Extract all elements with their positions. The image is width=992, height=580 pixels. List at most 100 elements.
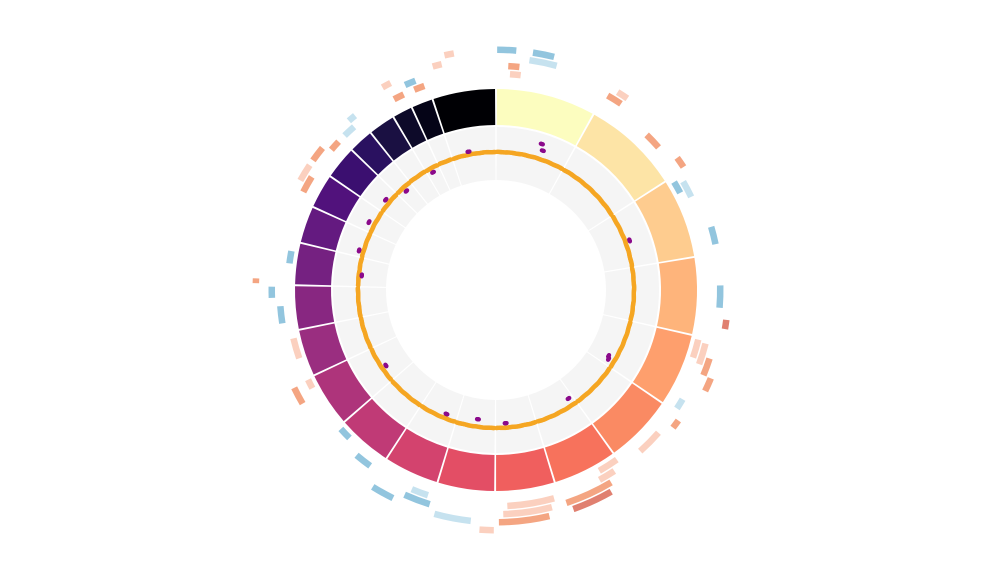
scatter-outlier-point bbox=[541, 148, 546, 154]
tile-chr6 bbox=[670, 418, 681, 430]
tile-chr1 bbox=[497, 46, 517, 54]
tile-chr8 bbox=[503, 504, 553, 518]
tile-chr15 bbox=[252, 278, 260, 284]
ideogram-segment-chr13 bbox=[299, 323, 347, 375]
tile-chr22 bbox=[403, 77, 417, 88]
tile-chr4 bbox=[716, 285, 724, 308]
tile-chr10 bbox=[403, 491, 431, 508]
tile-chr7 bbox=[597, 468, 617, 483]
tile-chr5 bbox=[700, 357, 713, 377]
tile-chr5 bbox=[696, 342, 709, 366]
ideogram-segment-chr8 bbox=[496, 448, 554, 491]
scatter-outlier-point bbox=[357, 247, 362, 252]
tile-chr19 bbox=[346, 113, 358, 124]
tile-chr12 bbox=[291, 386, 306, 406]
ideogram-segment-chrX bbox=[433, 89, 496, 134]
track-sector-chr1 bbox=[496, 127, 575, 194]
ideogram-segment-chr15 bbox=[295, 243, 336, 286]
tile-chr2 bbox=[615, 89, 630, 102]
scatter-outlier-point bbox=[443, 411, 448, 416]
tile-chrX bbox=[443, 50, 455, 59]
tile-chr7 bbox=[572, 488, 613, 513]
tile-chr1 bbox=[528, 56, 558, 69]
ideogram-segment-chr16 bbox=[300, 207, 346, 251]
ideogram-segment-chr22 bbox=[412, 99, 444, 140]
tile-chr1 bbox=[509, 70, 522, 79]
ideogram-ring bbox=[295, 89, 697, 491]
scatter-outlier-point bbox=[467, 149, 472, 154]
ideogram-segment-chr18 bbox=[330, 150, 378, 197]
tile-chr9 bbox=[479, 526, 494, 534]
scatter-outlier-point bbox=[474, 417, 480, 422]
tile-chr13 bbox=[290, 337, 303, 360]
tile-chr7 bbox=[565, 479, 613, 506]
tile-chr11 bbox=[338, 426, 352, 441]
ideogram-segment-chr17 bbox=[313, 177, 360, 222]
tile-chr17 bbox=[300, 175, 315, 194]
ideogram-segment-chr10 bbox=[387, 428, 448, 483]
tile-chr22 bbox=[413, 82, 426, 93]
ideogram-segment-chr14 bbox=[295, 286, 335, 329]
tile-chr21 bbox=[380, 80, 393, 91]
ideogram-segment-chr4 bbox=[656, 257, 697, 335]
scatter-outlier-point bbox=[384, 196, 389, 202]
scatter-outlier-point bbox=[540, 142, 545, 147]
tile-chr2 bbox=[606, 92, 623, 107]
scatter-outlier-point bbox=[367, 219, 372, 224]
tile-chr21 bbox=[392, 91, 406, 103]
scatter-track-background bbox=[333, 127, 659, 453]
tile-chr7 bbox=[597, 456, 619, 474]
tile-chr15 bbox=[286, 250, 295, 264]
tile-chr3 bbox=[708, 225, 719, 245]
tile-chr14 bbox=[268, 286, 276, 298]
tile-chr5 bbox=[689, 338, 702, 359]
tile-chr11 bbox=[354, 452, 373, 469]
tile-chr19 bbox=[342, 124, 357, 138]
tile-track bbox=[252, 46, 730, 534]
scatter-point bbox=[493, 151, 497, 155]
tile-chr17 bbox=[297, 163, 313, 182]
tile-chr8 bbox=[507, 495, 555, 510]
scatter-outlier-point bbox=[405, 188, 410, 193]
scatter-outlier-point bbox=[627, 239, 633, 244]
tile-chr3 bbox=[671, 180, 684, 195]
ideogram-segment-chr20 bbox=[371, 117, 412, 161]
tile-chr4 bbox=[721, 319, 730, 330]
scatter-outlier-point bbox=[359, 272, 364, 277]
tile-chrX bbox=[431, 61, 443, 70]
ideogram-segment-chr6 bbox=[592, 383, 662, 453]
tile-chr14 bbox=[277, 305, 286, 324]
tile-chr9 bbox=[433, 510, 472, 525]
ideogram-segment-chr9 bbox=[438, 448, 495, 491]
ideogram-segment-chr19 bbox=[352, 133, 393, 175]
scatter-outlier-point bbox=[383, 362, 388, 367]
ideogram-segment-chr2 bbox=[576, 114, 665, 201]
tile-chr10 bbox=[410, 486, 429, 499]
scatter-outlier-point bbox=[605, 357, 611, 362]
scatter-outlier-point bbox=[431, 169, 437, 174]
tile-chr1 bbox=[532, 49, 555, 61]
tile-chr10 bbox=[371, 484, 395, 502]
ideogram-segment-chr1 bbox=[496, 89, 593, 146]
tile-chr2 bbox=[644, 132, 661, 150]
ideogram-segment-chr11 bbox=[344, 398, 406, 459]
tile-chr5 bbox=[702, 377, 714, 393]
scatter-outlier-point bbox=[502, 421, 507, 426]
track-sector-chr4 bbox=[603, 263, 659, 326]
tile-chr6 bbox=[638, 430, 661, 454]
tile-chr18 bbox=[310, 145, 325, 163]
ideogram-segment-chr5 bbox=[632, 327, 692, 403]
ideogram-segment-chr21 bbox=[394, 107, 427, 148]
ideogram-segment-chr3 bbox=[635, 182, 695, 263]
tile-chr12 bbox=[305, 378, 316, 390]
tile-chr2 bbox=[674, 155, 687, 169]
tile-chr18 bbox=[328, 139, 341, 152]
ideogram-segment-chr7 bbox=[544, 424, 613, 482]
tile-chr8 bbox=[498, 512, 551, 526]
tile-chr3 bbox=[680, 179, 695, 199]
tile-chr1 bbox=[508, 62, 520, 71]
scatter-track-points bbox=[355, 141, 637, 431]
ideogram-segment-chr12 bbox=[314, 360, 371, 422]
tile-chr5 bbox=[674, 397, 686, 411]
